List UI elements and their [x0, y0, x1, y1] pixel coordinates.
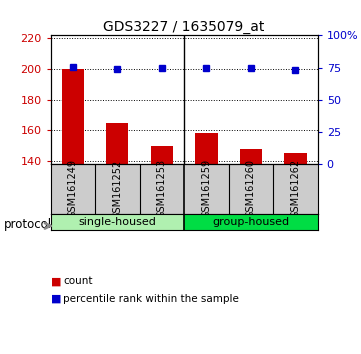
Bar	[62, 69, 84, 164]
Bar	[151, 145, 173, 164]
Text: GSM161252: GSM161252	[112, 159, 122, 218]
Text: protocol: protocol	[4, 218, 52, 231]
Text: count: count	[63, 276, 93, 286]
Text: group-housed: group-housed	[212, 217, 290, 227]
Bar	[106, 123, 129, 164]
Text: ■: ■	[51, 294, 61, 304]
Text: GSM161253: GSM161253	[157, 159, 167, 218]
Title: GDS3227 / 1635079_at: GDS3227 / 1635079_at	[103, 21, 265, 34]
Text: GSM161259: GSM161259	[201, 159, 212, 218]
Text: GSM161249: GSM161249	[68, 159, 78, 218]
Bar	[240, 149, 262, 164]
Text: GSM161260: GSM161260	[246, 159, 256, 218]
Bar	[284, 153, 306, 164]
Text: GSM161262: GSM161262	[290, 159, 300, 218]
Text: ■: ■	[51, 276, 61, 286]
Bar	[195, 133, 217, 164]
Text: percentile rank within the sample: percentile rank within the sample	[63, 294, 239, 304]
Text: single-housed: single-housed	[78, 217, 156, 227]
